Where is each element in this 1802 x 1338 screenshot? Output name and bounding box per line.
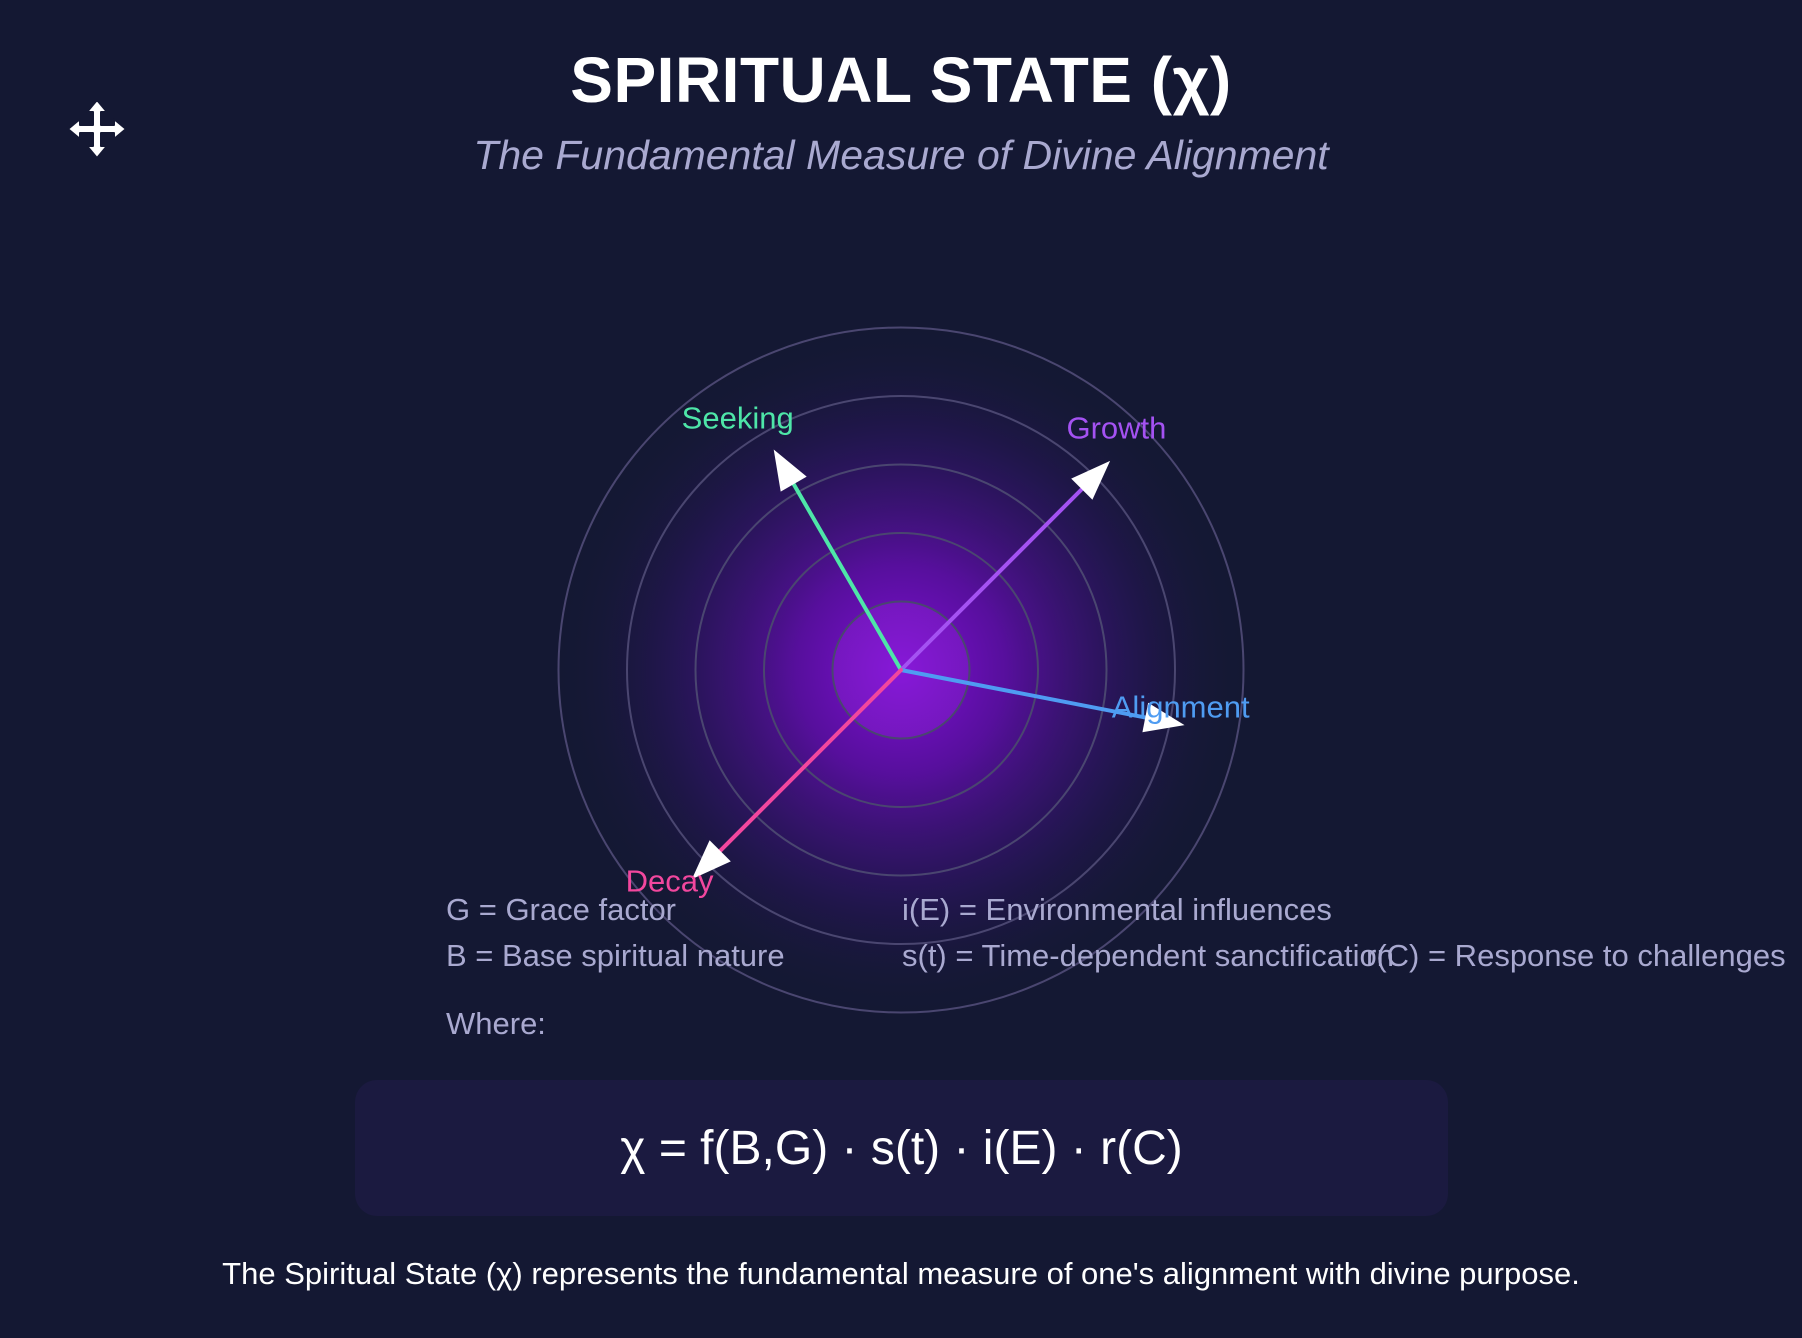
legend-where-label: Where: bbox=[446, 1006, 546, 1041]
legend-base-nature: B = Base spiritual nature bbox=[446, 938, 785, 973]
page-title: SPIRITUAL STATE (χ) bbox=[570, 44, 1232, 116]
legend-grace-factor: G = Grace factor bbox=[446, 892, 677, 927]
vector-growth bbox=[899, 464, 1107, 672]
arrowhead-decay bbox=[691, 840, 731, 880]
legend-environmental-influences: i(E) = Environmental influences bbox=[902, 892, 1332, 927]
ring-4 bbox=[626, 395, 1176, 945]
legend-response-challenges: r(C) = Response to challenges bbox=[1366, 938, 1786, 973]
vector-decay bbox=[695, 668, 903, 876]
move-arrows-icon[interactable] bbox=[66, 98, 128, 160]
ring-2 bbox=[763, 532, 1039, 808]
label-seeking: Seeking bbox=[682, 400, 794, 435]
label-growth: Growth bbox=[1066, 411, 1166, 446]
label-decay: Decay bbox=[626, 863, 714, 898]
arrowhead-alignment bbox=[1142, 702, 1185, 733]
formula-text: χ = f(B,G) · s(t) · i(E) · r(C) bbox=[620, 1121, 1183, 1175]
formula-box: χ = f(B,G) · s(t) · i(E) · r(C) bbox=[355, 1080, 1448, 1216]
vector-seeking bbox=[775, 454, 903, 672]
vector-labels: Seeking Growth Alignment Decay bbox=[626, 400, 1250, 898]
vector-alignment bbox=[899, 668, 1179, 726]
vector-arrows bbox=[691, 449, 1185, 880]
arrowhead-growth bbox=[1071, 460, 1111, 500]
ring-3 bbox=[694, 463, 1108, 877]
description-text: The Spiritual State (χ) represents the f… bbox=[222, 1256, 1580, 1291]
legend-time-sanctification: s(t) = Time-dependent sanctification bbox=[902, 938, 1394, 973]
page-subtitle: The Fundamental Measure of Divine Alignm… bbox=[473, 132, 1329, 178]
arrowhead-seeking bbox=[773, 449, 807, 492]
label-alignment: Alignment bbox=[1112, 690, 1250, 725]
ring-5 bbox=[557, 326, 1245, 1014]
